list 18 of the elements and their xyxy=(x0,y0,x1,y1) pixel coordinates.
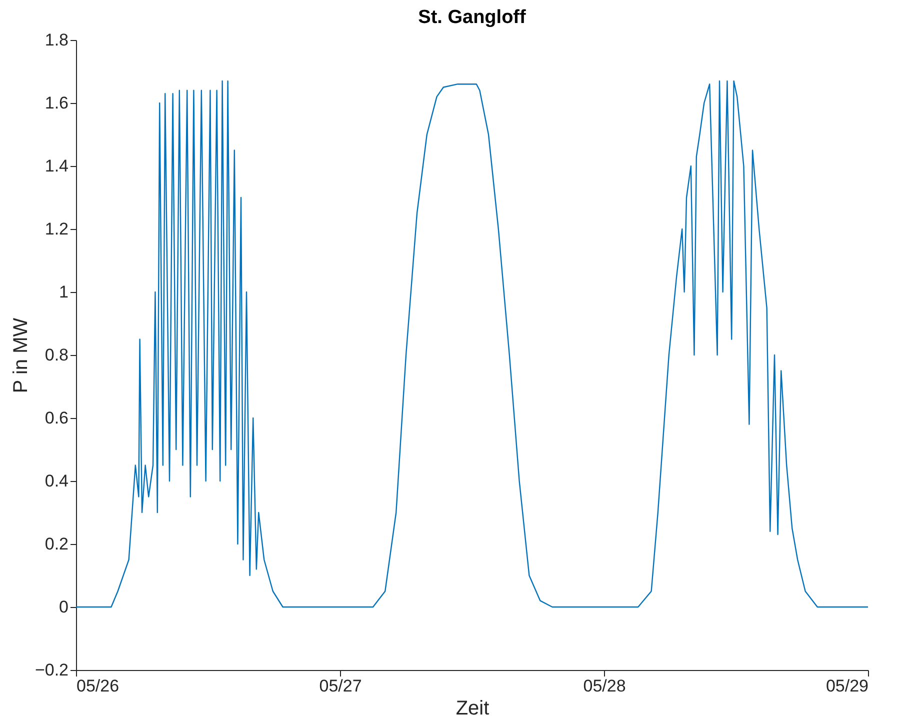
chart-title: St. Gangloff xyxy=(418,7,526,28)
x-tick-label: 05/27 xyxy=(319,676,362,696)
y-tick-label: 1 xyxy=(59,282,68,302)
x-tick-label: 05/28 xyxy=(583,676,626,696)
x-tick-label: 05/29 xyxy=(826,676,868,696)
y-tick-label: −0.2 xyxy=(34,660,68,680)
y-tick-label: 0 xyxy=(59,598,68,616)
y-tick-label: 0.6 xyxy=(44,408,68,428)
y-tick-label: 1.8 xyxy=(44,30,68,50)
y-axis-title: P in MW xyxy=(10,318,32,394)
x-axis-title: Zeit xyxy=(456,698,490,720)
y-tick-label: 1.4 xyxy=(44,156,68,176)
y-tick-label: 0.8 xyxy=(44,346,68,364)
x-tick-label: 05/26 xyxy=(76,676,120,696)
y-tick-label: 0.2 xyxy=(44,534,68,554)
y-tick-label: 0.4 xyxy=(44,472,68,490)
y-tick-label: 1.6 xyxy=(44,94,68,112)
y-tick-label: 1.2 xyxy=(44,220,68,238)
